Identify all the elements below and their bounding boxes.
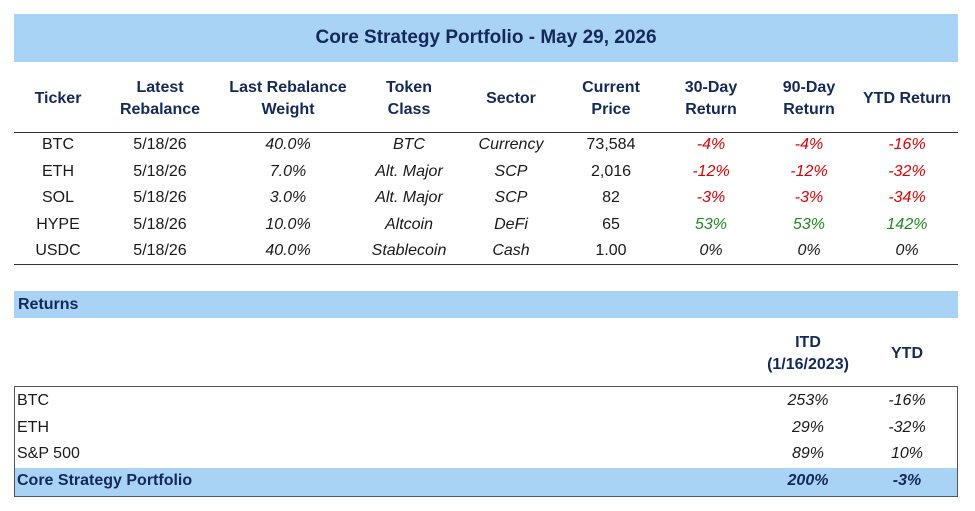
table-cell: Alt. Major — [375, 189, 443, 206]
table-cell: ETH — [42, 162, 74, 180]
table-cell: -12% — [790, 162, 828, 180]
column-header: Ticker — [34, 90, 82, 107]
return-value: -3% — [892, 472, 922, 490]
column-header: ITD (1/16/2023) — [767, 334, 849, 373]
column-header: Latest Rebalance — [119, 79, 201, 118]
table-cell: -32% — [888, 162, 926, 180]
column-header: Current Price — [582, 79, 640, 118]
column-header: 90-Day Return — [782, 79, 836, 118]
table-cell: 82 — [602, 189, 620, 206]
table-cell: 5/18/26 — [133, 162, 187, 180]
table-cell: SCP — [494, 162, 528, 180]
table-cell: 65 — [602, 215, 620, 233]
return-value: 10% — [890, 445, 924, 463]
table-cell: -3% — [794, 189, 824, 206]
row-label: ETH — [17, 418, 49, 436]
table-cell: Stablecoin — [371, 242, 447, 259]
table-cell: 0% — [699, 242, 723, 259]
highlight-row — [15, 468, 957, 496]
return-value: 29% — [791, 418, 825, 436]
row-label: S&P 500 — [17, 445, 80, 463]
table-cell: 5/18/26 — [133, 242, 187, 259]
table-cell: 2,016 — [590, 162, 632, 180]
table-cell: DeFi — [494, 215, 528, 233]
table-cell: 40.0% — [265, 242, 311, 259]
table-cell: SCP — [494, 189, 528, 206]
return-value: 89% — [791, 445, 825, 463]
returns-bar: Returns — [14, 291, 958, 318]
table-cell: 53% — [792, 215, 826, 233]
table-cell: Alt. Major — [375, 162, 443, 180]
row-label: Core Strategy Portfolio — [17, 472, 193, 490]
table-cell: -12% — [692, 162, 730, 180]
returns-box — [14, 386, 958, 497]
column-header: YTD Return — [863, 90, 951, 107]
table-bottom-rule — [14, 264, 958, 265]
table-cell: 10.0% — [265, 215, 311, 233]
table-cell: SOL — [41, 189, 74, 206]
title-bar: Core Strategy Portfolio - May 29, 2026 — [14, 14, 958, 62]
table-cell: HYPE — [36, 215, 80, 233]
table-cell: 40.0% — [265, 136, 311, 153]
table-cell: BTC — [42, 136, 74, 153]
table-cell: USDC — [35, 242, 81, 259]
table-cell: Cash — [492, 242, 530, 259]
table-cell: BTC — [393, 136, 425, 153]
table-cell: 142% — [886, 215, 928, 233]
return-value: -16% — [888, 392, 926, 409]
table-cell: 5/18/26 — [133, 215, 187, 233]
table-cell: 73,584 — [586, 136, 636, 153]
table-cell: -4% — [696, 136, 726, 153]
column-header: 30-Day Return — [684, 79, 738, 118]
column-header: Sector — [486, 90, 536, 107]
table-cell: -34% — [888, 189, 926, 206]
table-cell: 0% — [895, 242, 919, 259]
table-cell: 7.0% — [269, 162, 307, 180]
table-cell: 53% — [694, 215, 728, 233]
column-header: YTD — [891, 345, 923, 362]
return-value: -32% — [888, 418, 926, 436]
header-rule — [14, 132, 958, 133]
return-value: 253% — [787, 392, 829, 409]
table-cell: -16% — [888, 136, 926, 153]
table-cell: 3.0% — [269, 189, 307, 206]
row-label: BTC — [17, 392, 49, 409]
table-cell: 0% — [797, 242, 821, 259]
table-cell: -3% — [696, 189, 726, 206]
return-value: 200% — [787, 472, 829, 490]
table-cell: Altcoin — [384, 215, 434, 233]
table-cell: Currency — [478, 136, 544, 153]
column-header: Token Class — [386, 79, 432, 118]
table-cell: 1.00 — [595, 242, 627, 259]
table-cell: 5/18/26 — [133, 136, 187, 153]
table-cell: 5/18/26 — [133, 189, 187, 206]
table-cell: -4% — [794, 136, 824, 153]
column-header: Last Rebalance Weight — [229, 79, 347, 118]
